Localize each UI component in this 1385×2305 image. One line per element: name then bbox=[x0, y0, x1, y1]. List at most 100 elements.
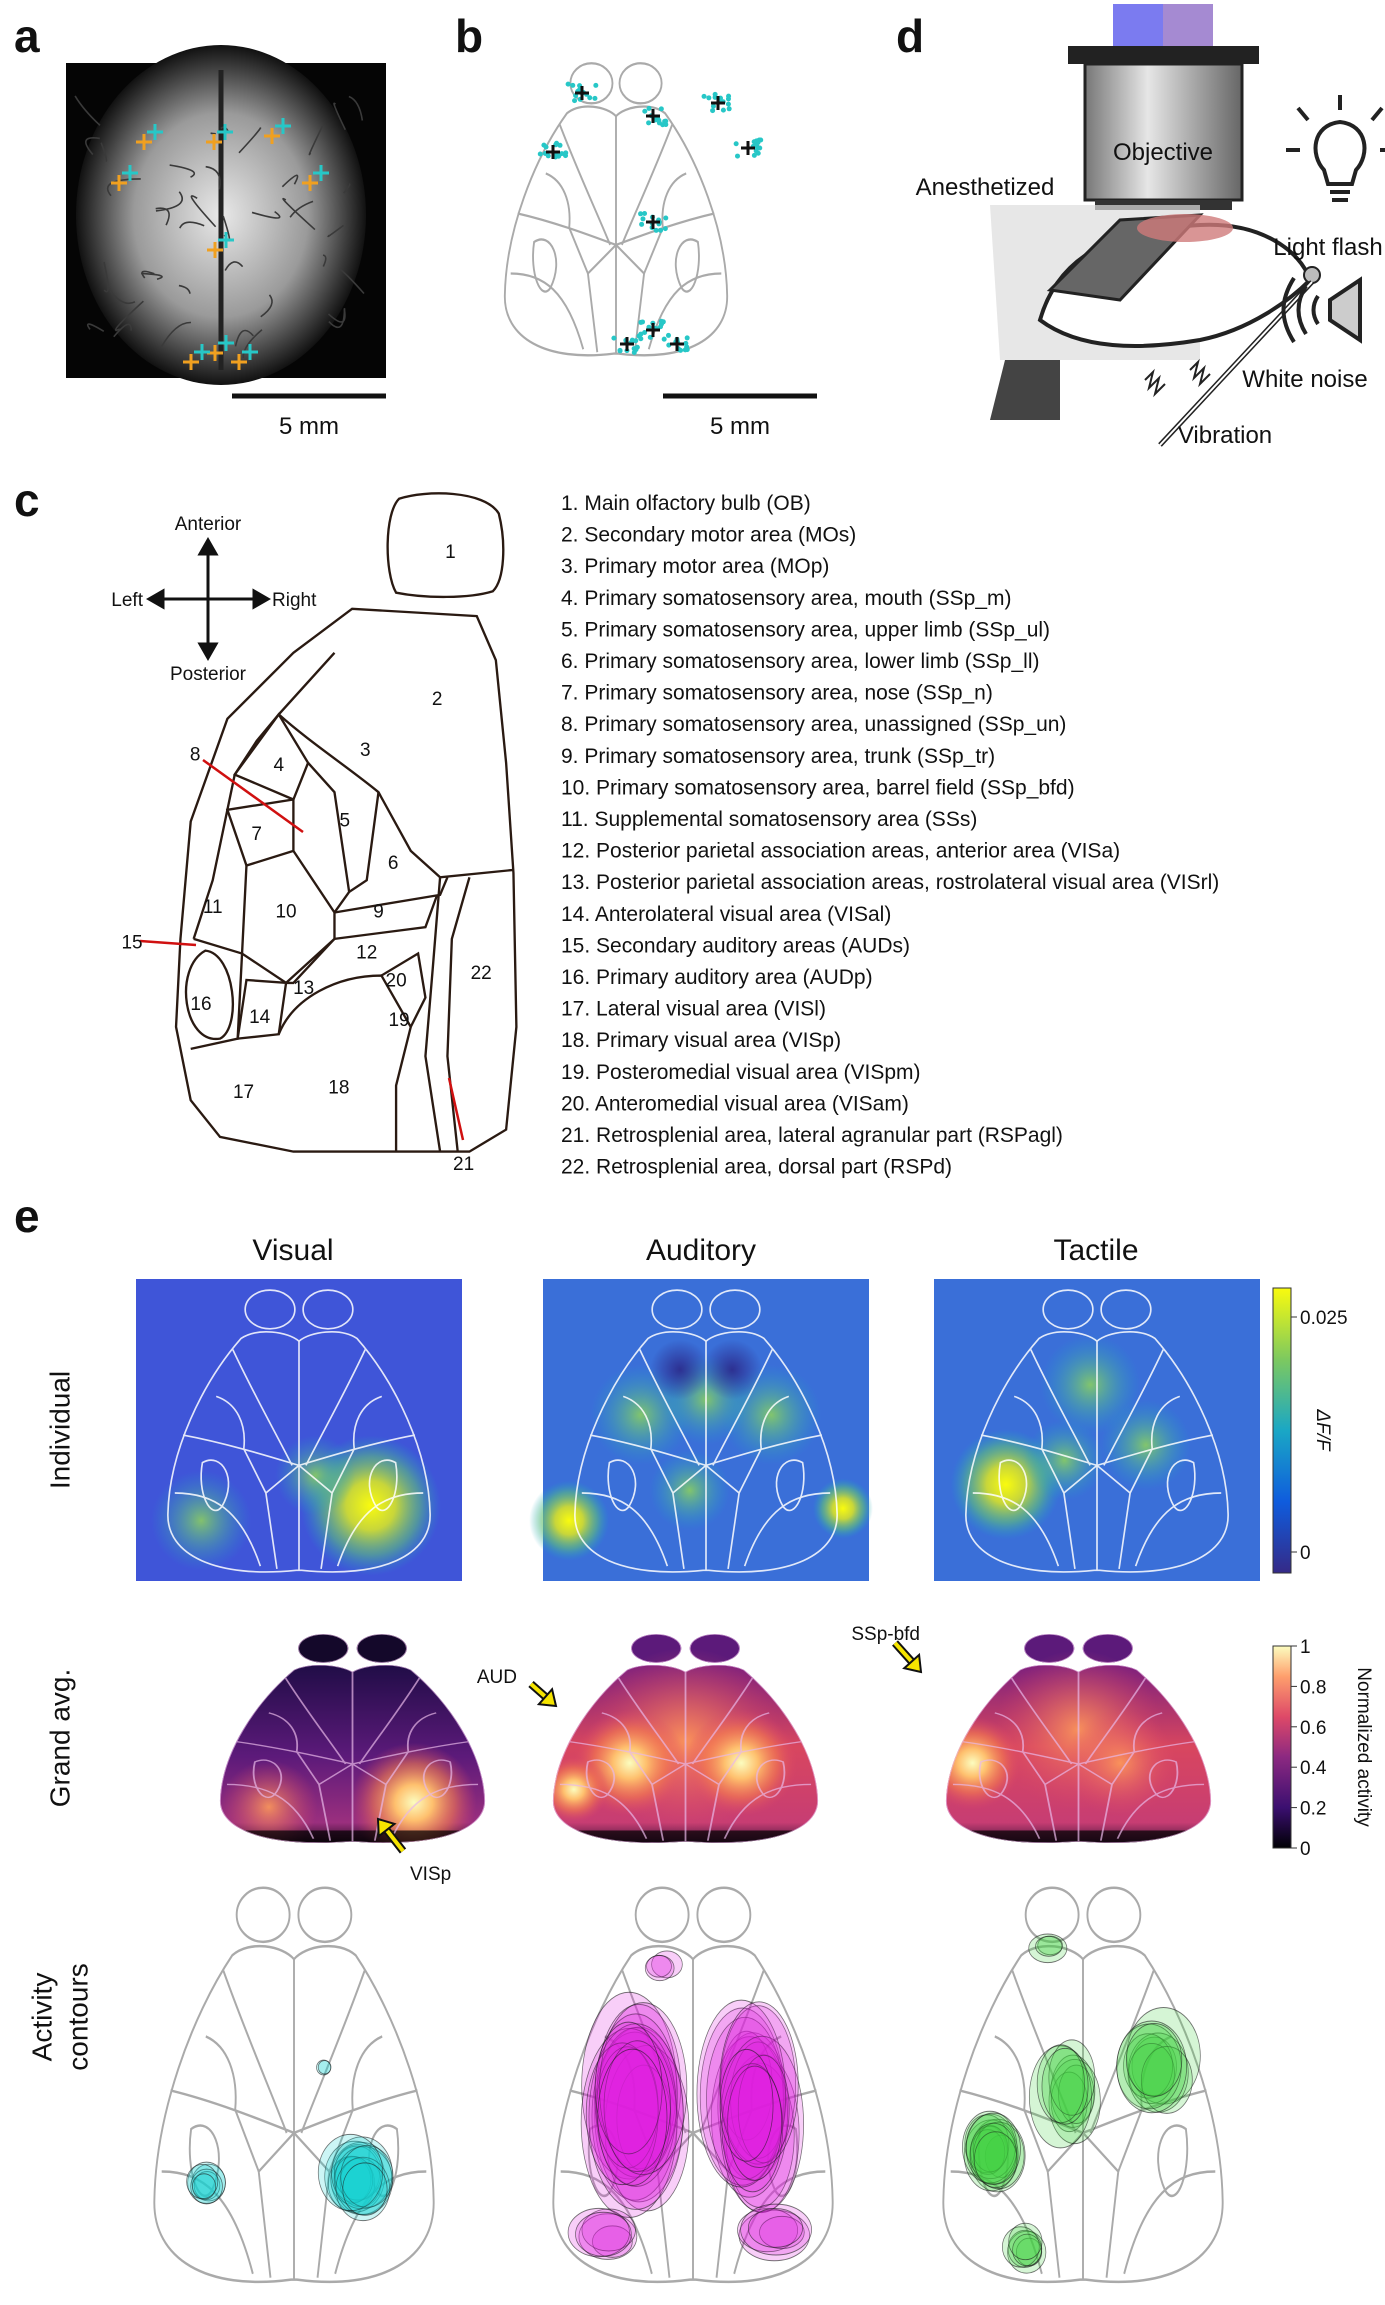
arrow-shaft bbox=[893, 1641, 914, 1663]
vessel bbox=[281, 174, 299, 188]
region-number: 3 bbox=[360, 740, 371, 761]
region-number: 8 bbox=[190, 745, 201, 766]
activity-contour bbox=[1036, 2044, 1085, 2124]
label: Light flash bbox=[1273, 234, 1382, 261]
landmark-point bbox=[662, 118, 668, 124]
landmark-point bbox=[684, 335, 690, 341]
activity-contour bbox=[340, 2144, 394, 2208]
activity-contour bbox=[970, 2129, 1006, 2175]
contour-brain bbox=[154, 1888, 433, 2282]
annotation: SSp-bfd bbox=[851, 1624, 920, 1645]
activity-contour bbox=[719, 2035, 805, 2213]
vessel bbox=[327, 224, 345, 238]
landmark-cross bbox=[147, 124, 163, 140]
panel-letter: c bbox=[14, 474, 40, 526]
area-item: 13. Posterior parietal association areas… bbox=[561, 871, 1219, 894]
landmark-point bbox=[646, 120, 652, 126]
region-number: 22 bbox=[471, 963, 492, 984]
activity-blob bbox=[1024, 1420, 1105, 1501]
landmark-cross bbox=[183, 354, 199, 370]
cortex-window bbox=[1137, 214, 1233, 242]
area-item: 11. Supplemental somatosensory area (SSs… bbox=[561, 808, 977, 831]
vessel bbox=[242, 329, 263, 358]
activity-contour bbox=[1128, 2042, 1175, 2104]
region-number: 16 bbox=[190, 994, 211, 1015]
activity-contour bbox=[965, 2112, 1021, 2185]
activity-contour bbox=[738, 2209, 811, 2262]
area-item: 19. Posteromedial visual area (VISpm) bbox=[561, 1061, 921, 1084]
scale-label: 5 mm bbox=[279, 413, 339, 440]
colorbar-label: ΔF/F bbox=[1312, 1408, 1333, 1452]
row-label: Individual bbox=[44, 1371, 75, 1489]
landmark-point bbox=[654, 117, 660, 123]
area-list: 1. Main olfactory bulb (OB) 2. Secondary … bbox=[561, 492, 1219, 1179]
panel-letter: a bbox=[14, 10, 40, 62]
area-item: 7. Primary somatosensory area, nose (SSp… bbox=[561, 682, 993, 705]
activity-contour bbox=[759, 2215, 805, 2249]
colorbar-tick-label: 0 bbox=[1300, 1839, 1311, 1860]
vessel bbox=[114, 300, 144, 331]
panel-letter: b bbox=[455, 10, 483, 62]
colorbar-tick-label: 0.8 bbox=[1300, 1677, 1326, 1698]
landmark-point bbox=[587, 95, 593, 101]
landmark-cross bbox=[275, 118, 291, 134]
landmark-point bbox=[642, 330, 648, 336]
compass-label: Anterior bbox=[175, 514, 242, 535]
activity-contour bbox=[1012, 2233, 1042, 2267]
colorbar-tick-label: 0.4 bbox=[1300, 1758, 1327, 1779]
vessel bbox=[205, 165, 221, 190]
region-number: 20 bbox=[386, 970, 407, 991]
grand-average-maps bbox=[219, 1634, 1212, 1843]
region-number: 14 bbox=[249, 1007, 271, 1028]
platform bbox=[990, 360, 1060, 420]
landmark-point bbox=[557, 142, 563, 148]
vibration-zigzag bbox=[1189, 358, 1211, 388]
vessel bbox=[282, 197, 316, 231]
landmark-point bbox=[755, 150, 761, 156]
activity-contour bbox=[711, 2036, 788, 2198]
area-item: 3. Primary motor area (MOp) bbox=[561, 555, 829, 578]
activity-contour bbox=[1125, 2023, 1183, 2097]
activity-contour bbox=[597, 2048, 668, 2186]
vessel bbox=[260, 294, 273, 318]
colorbar-ticks: 0.025 0 1 0.8 0.6 0.4 0.2 0 bbox=[1291, 1308, 1348, 1860]
activity-blob bbox=[649, 1450, 730, 1531]
compass-label: Left bbox=[111, 590, 143, 611]
vessel bbox=[190, 195, 217, 228]
vessel bbox=[327, 309, 346, 323]
region-number: 6 bbox=[388, 853, 399, 874]
vessel bbox=[338, 268, 365, 295]
light-violet bbox=[1163, 4, 1213, 46]
activity-blob bbox=[1064, 1709, 1177, 1817]
vessel bbox=[155, 207, 170, 226]
landmark-cross bbox=[646, 215, 660, 229]
compass bbox=[145, 536, 272, 662]
landmark-point bbox=[726, 106, 732, 112]
panel-a: a 5 mm bbox=[14, 10, 386, 440]
landmark-point bbox=[725, 101, 731, 107]
landmark-point bbox=[617, 348, 623, 354]
objective-body bbox=[1083, 62, 1244, 202]
landmark-cross bbox=[218, 335, 234, 351]
landmark-point bbox=[640, 319, 646, 325]
colorbar-tick-label: 0.6 bbox=[1300, 1718, 1326, 1739]
region-number: 10 bbox=[275, 902, 296, 923]
activity-contour bbox=[719, 2001, 799, 2169]
activity-contour bbox=[594, 2021, 663, 2155]
landmark-point bbox=[712, 91, 718, 97]
landmark-point bbox=[658, 324, 664, 330]
landmark-point bbox=[593, 82, 599, 88]
vessel bbox=[224, 261, 244, 271]
light-blue bbox=[1113, 4, 1163, 46]
landmark-cross bbox=[206, 134, 222, 150]
region-number: 5 bbox=[339, 811, 350, 832]
landmark-point bbox=[758, 137, 764, 143]
landmark-cross bbox=[646, 323, 660, 337]
activity-contour bbox=[1041, 2047, 1089, 2125]
panel-letter: e bbox=[14, 1190, 40, 1242]
activity-blob bbox=[1100, 1400, 1191, 1491]
region-number: 18 bbox=[328, 1078, 349, 1099]
landmark-point bbox=[653, 227, 659, 233]
contour-maps bbox=[154, 1888, 1222, 2282]
vessel bbox=[210, 132, 216, 135]
